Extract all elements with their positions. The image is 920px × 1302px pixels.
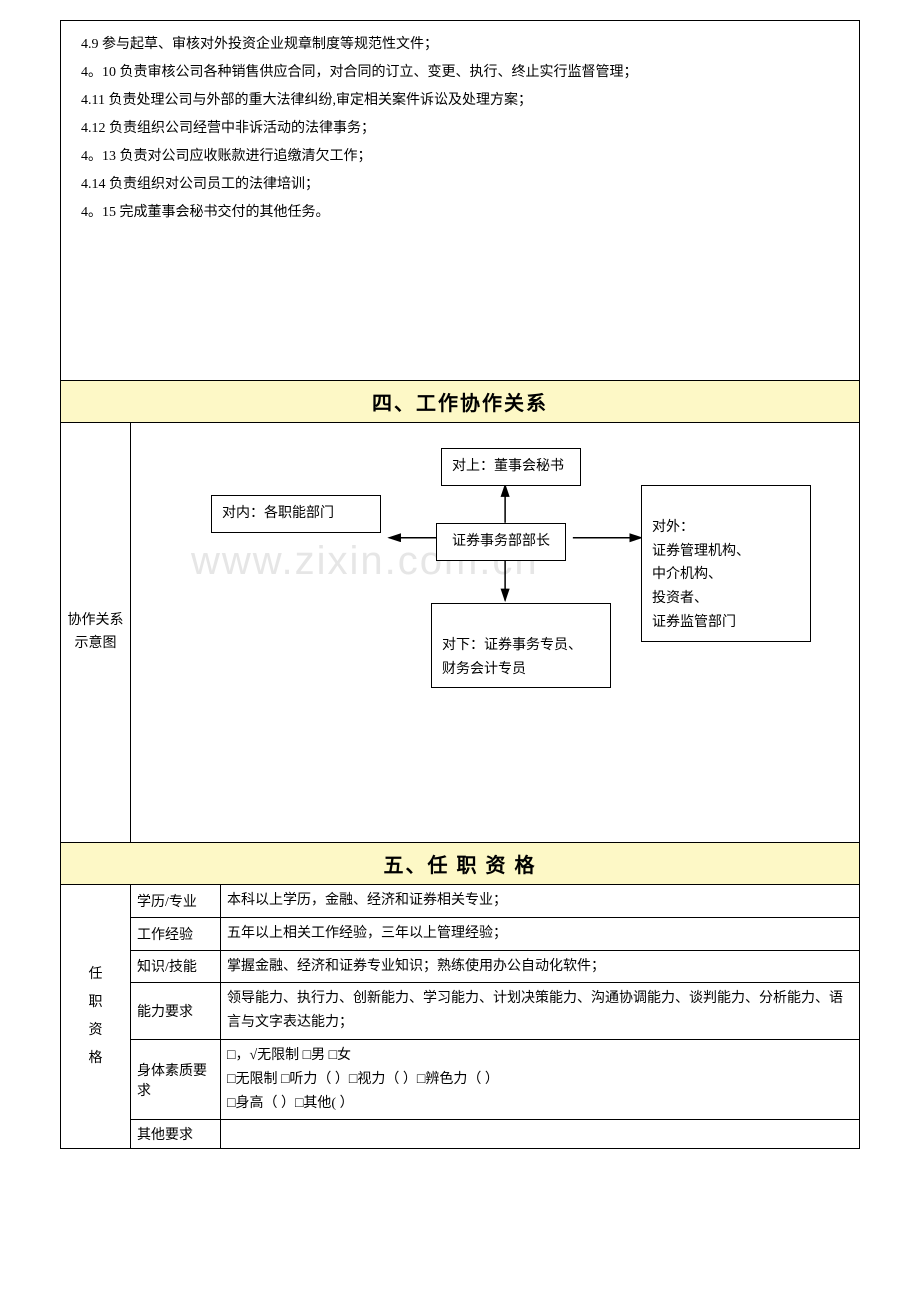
table-row: 学历/专业 本科以上学历，金融、经济和证券相关专业； bbox=[131, 885, 859, 918]
qual-label-physical: 身体素质要求 bbox=[131, 1040, 221, 1119]
list-item: 4.9 参与起草、审核对外投资企业规章制度等规范性文件； bbox=[81, 31, 839, 59]
diagram-row-label-text: 协作关系 示意图 bbox=[68, 610, 124, 655]
list-item: 4。10 负责审核公司各种销售供应合同，对合同的订立、变更、执行、终止实行监督管… bbox=[81, 59, 839, 87]
node-left-text: 对内：各职能部门 bbox=[222, 506, 334, 521]
diagram-canvas: www.zixin.com.cn 对上：董事会秘书 bbox=[131, 423, 859, 842]
diagram-row-label: 协作关系 示意图 bbox=[61, 423, 131, 842]
diagram-node-up: 对上：董事会秘书 bbox=[441, 448, 581, 486]
diagram-node-left: 对内：各职能部门 bbox=[211, 495, 381, 533]
table-row: 身体素质要求 □，√无限制 □男 □女 □无限制 □听力（ ）□视力（ ）□辨色… bbox=[131, 1040, 859, 1120]
qual-value-ability: 领导能力、执行力、创新能力、学习能力、计划决策能力、沟通协调能力、谈判能力、分析… bbox=[221, 983, 859, 1039]
list-item: 4.12 负责组织公司经营中非诉活动的法律事务； bbox=[81, 115, 839, 143]
duties-list: 4.9 参与起草、审核对外投资企业规章制度等规范性文件； 4。10 负责审核公司… bbox=[61, 21, 859, 381]
qual-value-other bbox=[221, 1120, 859, 1148]
qualification-row-label: 任 职 资 格 bbox=[61, 885, 131, 1148]
table-row: 知识/技能 掌握金融、经济和证券专业知识；熟练使用办公自动化软件； bbox=[131, 951, 859, 984]
section4-header: 四、工作协作关系 bbox=[61, 381, 859, 423]
qual-label-knowledge: 知识/技能 bbox=[131, 951, 221, 983]
qual-label-ability: 能力要求 bbox=[131, 983, 221, 1039]
list-item: 4.11 负责处理公司与外部的重大法律纠纷,审定相关案件诉讼及处理方案； bbox=[81, 87, 839, 115]
qualification-section: 任 职 资 格 学历/专业 本科以上学历，金融、经济和证券相关专业； 工作经验 … bbox=[61, 885, 859, 1148]
document-page: 4.9 参与起草、审核对外投资企业规章制度等规范性文件； 4。10 负责审核公司… bbox=[60, 20, 860, 1149]
qual-value-physical: □，√无限制 □男 □女 □无限制 □听力（ ）□视力（ ）□辨色力（ ） □身… bbox=[221, 1040, 859, 1119]
list-item: 4.14 负责组织对公司员工的法律培训； bbox=[81, 171, 839, 199]
qual-label-experience: 工作经验 bbox=[131, 918, 221, 950]
table-row: 其他要求 bbox=[131, 1120, 859, 1148]
qualification-table: 学历/专业 本科以上学历，金融、经济和证券相关专业； 工作经验 五年以上相关工作… bbox=[131, 885, 859, 1148]
qual-value-experience: 五年以上相关工作经验，三年以上管理经验； bbox=[221, 918, 859, 950]
diagram-node-center: 证券事务部部长 bbox=[436, 523, 566, 561]
node-down-text: 对下：证券事务专员、 财务会计专员 bbox=[442, 638, 582, 677]
node-right-text: 对外： 证券管理机构、 中介机构、 投资者、 证券监管部门 bbox=[652, 520, 750, 630]
qualification-row-label-text: 任 职 资 格 bbox=[89, 961, 103, 1073]
diagram-node-down: 对下：证券事务专员、 财务会计专员 bbox=[431, 603, 611, 688]
table-row: 能力要求 领导能力、执行力、创新能力、学习能力、计划决策能力、沟通协调能力、谈判… bbox=[131, 983, 859, 1040]
collaboration-diagram-section: 协作关系 示意图 www.zixin.com.cn 对上 bbox=[61, 423, 859, 843]
qual-label-education: 学历/专业 bbox=[131, 885, 221, 917]
section5-header: 五、任 职 资 格 bbox=[61, 843, 859, 885]
table-row: 工作经验 五年以上相关工作经验，三年以上管理经验； bbox=[131, 918, 859, 951]
node-up-text: 对上：董事会秘书 bbox=[452, 459, 564, 474]
node-center-text: 证券事务部部长 bbox=[452, 534, 550, 549]
diagram-node-right: 对外： 证券管理机构、 中介机构、 投资者、 证券监管部门 bbox=[641, 485, 811, 642]
qual-value-education: 本科以上学历，金融、经济和证券相关专业； bbox=[221, 885, 859, 917]
list-item: 4。15 完成董事会秘书交付的其他任务。 bbox=[81, 199, 839, 227]
list-item: 4。13 负责对公司应收账款进行追缴清欠工作； bbox=[81, 143, 839, 171]
qual-value-knowledge: 掌握金融、经济和证券专业知识；熟练使用办公自动化软件； bbox=[221, 951, 859, 983]
qual-label-other: 其他要求 bbox=[131, 1120, 221, 1148]
